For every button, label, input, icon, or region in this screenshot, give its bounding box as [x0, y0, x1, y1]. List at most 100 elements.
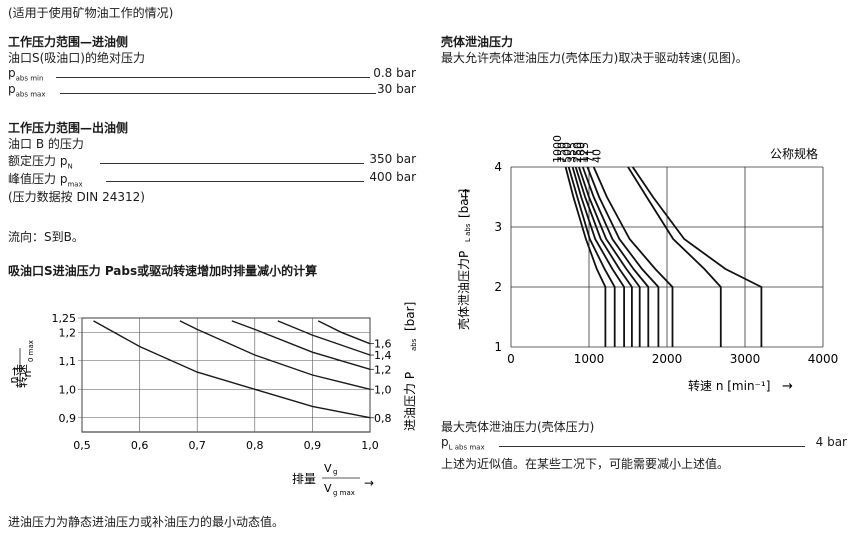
- spec-rated-pressure: 额定压力 pN 350 bar: [8, 152, 416, 170]
- legend-title: 公称规格: [770, 146, 818, 161]
- spec-peak-pressure: 峰值压力 pmax 400 bar: [8, 170, 416, 188]
- svg-text:[bar]: [bar]: [457, 189, 471, 218]
- calc-title: 吸油口S进油压力 Pabs或驱动转速增加时排量减小的计算: [8, 264, 318, 278]
- spec-label: 额定压力 p: [8, 154, 68, 168]
- y-tick-label: 1: [494, 340, 502, 354]
- y2-axis-label-group: 进油压力 P abs [bar]: [403, 302, 418, 431]
- spec-subscript: L abs max: [448, 443, 485, 452]
- spec-subscript: abs min: [15, 74, 44, 83]
- outlet-section-title: 工作压力范围—出油侧: [8, 121, 129, 135]
- spec-symbol: p: [441, 435, 449, 449]
- y-axis-label: 转速: [14, 364, 29, 388]
- spec-subscript: abs max: [15, 90, 46, 99]
- arrow-up-icon: →: [458, 188, 474, 200]
- series-line: [578, 166, 641, 347]
- x-tick-label: 4000: [808, 352, 839, 366]
- series-label: 500: [560, 142, 573, 163]
- x-tick-label: 0,7: [188, 439, 206, 452]
- displacement-chart: 0,5 0,6 0,7 0,8 0,9 1,00,91,01,11,21,250,81,0…: [7, 302, 418, 497]
- max-case-pressure-title: 最大壳体泄油压力(壳体压力): [441, 420, 595, 434]
- case-pressure-desc: 最大允许壳体泄油压力(壳体压力)取决于驱动转速(见图)。: [441, 51, 748, 65]
- y2-tick-label: 1,4: [374, 349, 392, 362]
- svg-text:n: n: [21, 370, 34, 377]
- series-line: [317, 320, 371, 345]
- series-line: [564, 166, 607, 347]
- usage-note: (适用于使用矿物油工作的情况): [8, 6, 174, 20]
- spec-pl-abs-max: pL abs max 4 bar: [441, 435, 847, 452]
- series-line: [574, 166, 633, 347]
- spec-value: 400 bar: [369, 170, 416, 184]
- series-label: 355: [566, 142, 579, 163]
- y-tick-label: 3: [494, 220, 502, 234]
- series-line: [627, 166, 722, 347]
- y-tick-label: 0,9: [59, 412, 77, 425]
- svg-text:n: n: [7, 376, 20, 383]
- inlet-section-subtitle: 油口S(吸油口)的绝对压力: [8, 51, 145, 65]
- arrow-right-icon: →: [782, 379, 793, 394]
- svg-text:壳体泄油压力P: 壳体泄油压力P: [457, 251, 471, 330]
- svg-text:V: V: [324, 462, 332, 475]
- series-line: [231, 320, 371, 370]
- series-line: [277, 320, 371, 356]
- arrow-up-icon: →: [8, 367, 21, 376]
- svg-text:g: g: [333, 468, 337, 476]
- x-tick-label: 0,5: [73, 439, 91, 452]
- y-axis-fraction: n n 0 max: [7, 340, 35, 388]
- series-line: [179, 320, 371, 390]
- spec-subscript: N: [67, 162, 73, 171]
- svg-text:进油压力 P: 进油压力 P: [403, 372, 417, 431]
- x-axis-fraction: V g V g max: [322, 462, 360, 497]
- spec-p-abs-max: pabs max 30 bar: [8, 82, 416, 99]
- plot-frame: [81, 317, 371, 433]
- spec-label: 峰值压力 p: [8, 172, 68, 186]
- series-label: 250: [571, 142, 584, 163]
- x-tick-label: 3000: [730, 352, 761, 366]
- y2-tick-label: 1,2: [374, 363, 392, 376]
- series-label: 125: [578, 142, 591, 163]
- series-line: [592, 166, 674, 347]
- spec-symbol: p: [8, 82, 16, 96]
- series-line: [571, 166, 625, 347]
- spec-value: 4 bar: [815, 435, 847, 449]
- x-tick-label: 0: [507, 352, 515, 366]
- series-line: [93, 320, 371, 419]
- svg-text:→: →: [8, 367, 21, 376]
- x-tick-label: 0,9: [304, 439, 322, 452]
- svg-text:→: →: [458, 188, 474, 200]
- spec-value: 0.8 bar: [373, 66, 416, 80]
- x-tick-label: 2000: [652, 352, 683, 366]
- svg-text:V: V: [324, 482, 332, 495]
- series-line: [586, 166, 660, 347]
- case-pressure-chart: 0 1000 2000 3000 400012341000750500355250180…: [457, 135, 839, 394]
- svg-text:L abs: L abs: [464, 223, 472, 242]
- series-label: 750: [556, 142, 569, 163]
- x-tick-label: 1,0: [361, 439, 379, 452]
- case-pressure-title: 壳体泄油压力: [441, 35, 514, 49]
- x-tick-label: 0,8: [246, 439, 264, 452]
- svg-text:[bar]: [bar]: [403, 302, 417, 331]
- arrow-right-icon: →: [364, 476, 374, 490]
- x-tick-label: 0,6: [131, 439, 149, 452]
- pressure-data-note: (压力数据按 DIN 24312): [8, 190, 145, 204]
- y-axis-label-group: 壳体泄油压力P L abs [bar]: [457, 189, 472, 330]
- y-tick-label: 4: [494, 160, 502, 174]
- svg-text:abs: abs: [410, 338, 418, 351]
- y-tick-label: 1,25: [52, 312, 77, 325]
- y-tick-label: 1,2: [59, 326, 77, 339]
- flow-direction: 流向：S到B。: [8, 230, 84, 244]
- inlet-section-title: 工作压力范围—进油侧: [8, 35, 129, 49]
- spec-p-abs-min: pabs min 0.8 bar: [8, 66, 416, 83]
- y-tick-label: 2: [494, 280, 502, 294]
- y2-tick-label: 1,0: [374, 383, 392, 396]
- spec-subscript: max: [67, 180, 83, 189]
- series-label: 180: [574, 142, 587, 163]
- spec-value: 30 bar: [377, 82, 416, 96]
- series-line: [631, 166, 763, 347]
- spec-symbol: p: [8, 66, 16, 80]
- y-tick-label: 1,1: [59, 355, 77, 368]
- series-label: 71: [584, 149, 597, 163]
- x-tick-label: 1000: [574, 352, 605, 366]
- svg-text:0 max: 0 max: [27, 340, 35, 362]
- series-label: 1000: [551, 135, 564, 163]
- outlet-section-subtitle: 油口 B 的压力: [8, 137, 84, 151]
